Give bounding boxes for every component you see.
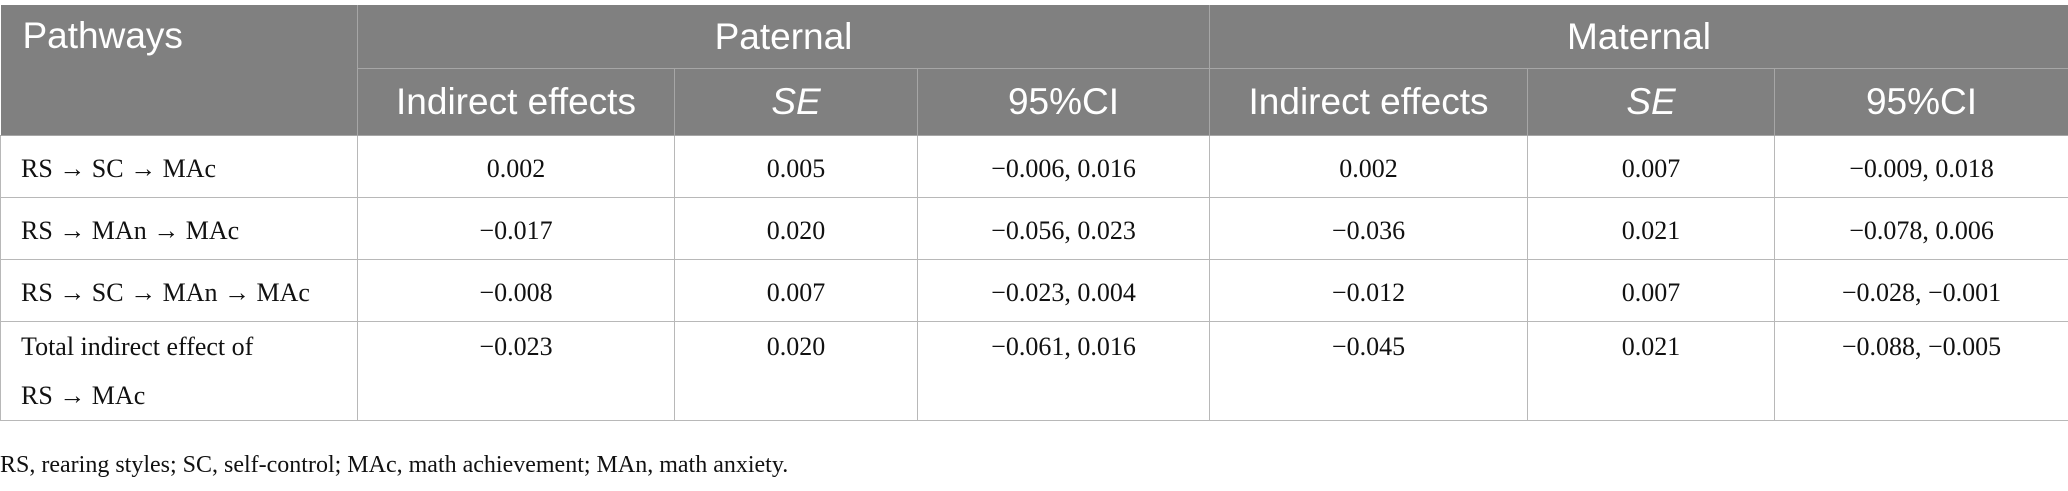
paternal-ci: −0.056, 0.023 [916,197,1211,260]
maternal-se: 0.021 [1527,321,1776,421]
pathway-cell: RS → SC → MAc [0,135,358,198]
maternal-se: 0.021 [1527,197,1776,260]
paternal-ci: −0.061, 0.016 [916,321,1211,421]
maternal-se: 0.007 [1527,135,1776,198]
paternal-indirect-effect: −0.017 [357,197,675,260]
maternal-ci: −0.028, −0.001 [1774,259,2068,322]
maternal-ci: −0.078, 0.006 [1774,197,2068,260]
paternal-se: 0.020 [674,321,918,421]
maternal-indirect-effect: −0.012 [1209,259,1529,322]
paternal-indirect-effect: −0.008 [357,259,675,322]
pathway-cell: Total indirect effect of RS → MAc [0,321,358,421]
header-row-groups: Pathways Paternal Maternal [0,5,2068,136]
paternal-indirect-effect: −0.023 [357,321,675,421]
header-paternal-ci: 95%CI [916,68,1211,136]
maternal-indirect-effect: −0.045 [1209,321,1529,421]
paternal-indirect-effect: 0.002 [357,135,675,198]
table-row: Total indirect effect of RS → MAc −0.023… [0,321,2068,421]
pathway-cell: RS → SC → MAn → MAc [0,259,358,322]
paternal-se: 0.007 [674,259,918,322]
table-row: RS → MAn → MAc −0.017 0.020 −0.056, 0.02… [0,197,2068,260]
pathway-label-line2: RS → MAc [21,381,146,410]
paternal-se: 0.005 [674,135,918,198]
header-row-columns: Indirect effects SE 95%CI Indirect effec… [1,68,2068,136]
maternal-ci: −0.009, 0.018 [1774,135,2068,198]
header-maternal-se: SE [1527,68,1776,136]
maternal-ci: −0.088, −0.005 [1774,321,2068,421]
table-footnote: RS, rearing styles; SC, self-control; MA… [0,452,789,478]
header-pathways: Pathways [0,5,358,136]
indirect-effects-table: Pathways Paternal Maternal Indirect effe… [0,5,2068,421]
table-row: RS → SC → MAc 0.002 0.005 −0.006, 0.016 … [0,135,2068,198]
paternal-ci: −0.006, 0.016 [916,135,1211,198]
header-maternal: Maternal [1209,5,2068,69]
table-row: RS → SC → MAn → MAc −0.008 0.007 −0.023,… [0,259,2068,322]
paternal-se: 0.020 [674,197,918,260]
pathway-cell: RS → MAn → MAc [0,197,358,260]
maternal-se: 0.007 [1527,259,1776,322]
header-maternal-ci: 95%CI [1774,68,2068,136]
maternal-indirect-effect: −0.036 [1209,197,1529,260]
header-paternal-se: SE [674,68,918,136]
header-paternal: Paternal [356,5,1211,69]
maternal-indirect-effect: 0.002 [1209,135,1529,198]
header-maternal-indirect-effects: Indirect effects [1209,68,1529,136]
pathway-label-line1: Total indirect effect of [21,332,254,361]
header-paternal-indirect-effects: Indirect effects [357,68,675,136]
paternal-ci: −0.023, 0.004 [916,259,1211,322]
